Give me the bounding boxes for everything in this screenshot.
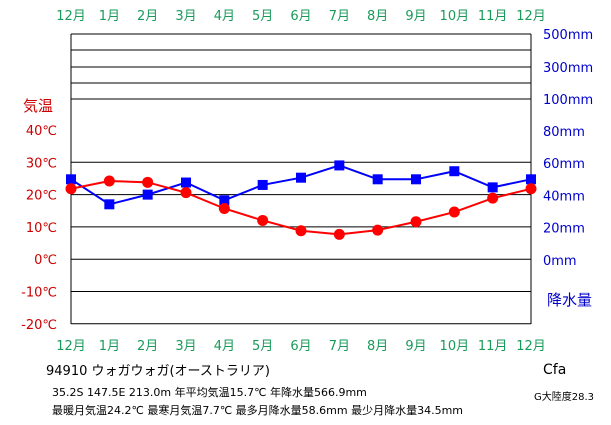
month-label-bottom: 12月 [56, 339, 86, 354]
precipitation-point [257, 179, 268, 190]
continentality-index: G大陸度28.3 [534, 392, 595, 403]
month-label-bottom: 11月 [478, 339, 508, 354]
month-label-top: 5月 [252, 9, 273, 24]
month-labels-bottom: 12月 1月 2月 3月 4月 5月 6月 7月 8月 9月 10月 11月 12月 [56, 339, 546, 354]
month-label-top: 9月 [405, 9, 426, 24]
temperature-tick-label: 0℃ [34, 253, 57, 268]
month-label-bottom: 7月 [329, 339, 350, 354]
month-label-bottom: 8月 [367, 339, 388, 354]
month-label-top: 12月 [56, 9, 86, 24]
month-label-top: 8月 [367, 9, 388, 24]
precipitation-point [372, 174, 383, 185]
precipitation-point [142, 189, 153, 200]
station-extremes: 最暖月気温24.2℃ 最寒月気温7.7℃ 最多月降水量58.6mm 最少月降水量… [52, 404, 464, 417]
month-labels-top: 12月 1月 2月 3月 4月 5月 6月 7月 8月 9月 10月 11月 12月 [56, 9, 546, 24]
temperature-tick-label: 20℃ [26, 189, 57, 204]
precipitation-tick-label: 100mm [543, 93, 593, 108]
temperature-point [180, 187, 192, 199]
temperature-tick-label: 40℃ [26, 124, 57, 139]
precipitation-tick-label: 40mm [543, 189, 585, 204]
temperature-tick-label: 10℃ [26, 221, 57, 236]
temperature-point [295, 225, 307, 237]
precipitation-series [66, 160, 536, 210]
month-label-bottom: 9月 [405, 339, 426, 354]
precipitation-tick-label: 20mm [543, 222, 585, 237]
month-label-bottom: 2月 [137, 339, 158, 354]
month-label-top: 3月 [175, 9, 196, 24]
temperature-point [257, 214, 269, 226]
temperature-tick-label: 30℃ [26, 156, 57, 171]
temperature-point [372, 224, 384, 236]
chart-frame [70, 33, 532, 325]
temperature-point [333, 228, 345, 240]
month-label-top: 7月 [329, 9, 350, 24]
precipitation-axis: 500mm 300mm 100mm 80mm 60mm 40mm 20mm 0mm 降水量 [543, 28, 593, 309]
month-label-bottom: 5月 [252, 339, 273, 354]
temperature-point [103, 175, 115, 187]
month-label-bottom: 4月 [214, 339, 235, 354]
station-name: 94910 ウォガウォガ(オーストラリア) [46, 364, 270, 379]
precipitation-line [70, 164, 532, 206]
precipitation-tick-label: 80mm [543, 125, 585, 140]
temperature-point [142, 176, 154, 188]
precipitation-point [449, 166, 460, 177]
month-label-bottom: 12月 [516, 339, 546, 354]
station-summary: 35.2S 147.5E 213.0m 年平均気温15.7℃ 年降水量566.9… [52, 386, 367, 399]
month-label-top: 6月 [290, 9, 311, 24]
temperature-axis-title: 気温 [23, 97, 53, 115]
temperature-tick-label: -10℃ [21, 286, 57, 301]
month-label-bottom: 10月 [440, 339, 470, 354]
precipitation-point [66, 174, 76, 185]
precipitation-tick-label: 300mm [543, 61, 593, 76]
precipitation-axis-title: 降水量 [547, 291, 592, 309]
month-label-top: 12月 [516, 9, 546, 24]
month-label-top: 11月 [478, 9, 508, 24]
precipitation-point [104, 199, 115, 210]
climate-class: Cfa [543, 362, 567, 378]
temperature-series [65, 175, 537, 240]
month-label-top: 4月 [214, 9, 235, 24]
month-label-bottom: 6月 [290, 339, 311, 354]
month-label-bottom: 3月 [175, 339, 196, 354]
precipitation-point [334, 160, 345, 171]
temperature-point [65, 183, 77, 195]
precipitation-point [296, 172, 306, 183]
temperature-axis: 気温 40℃ 30℃ 20℃ 10℃ 0℃ -10℃ -20℃ [21, 97, 57, 333]
temperature-point [487, 192, 499, 204]
precipitation-point [411, 174, 421, 185]
temperature-point [410, 216, 422, 228]
precipitation-tick-label: 60mm [543, 157, 585, 172]
precipitation-point [181, 177, 191, 188]
month-label-top: 2月 [137, 9, 158, 24]
month-label-top: 1月 [99, 9, 120, 24]
precipitation-point [219, 195, 230, 206]
precipitation-point [526, 174, 536, 185]
precipitation-point [487, 182, 498, 193]
temperature-tick-label: -20℃ [21, 318, 57, 333]
temperature-point [525, 183, 537, 195]
temperature-point [218, 202, 230, 214]
temperature-point [448, 206, 460, 218]
precipitation-tick-label: 0mm [543, 254, 577, 269]
precipitation-tick-label: 500mm [543, 28, 593, 43]
month-label-bottom: 1月 [99, 339, 120, 354]
month-label-top: 10月 [440, 9, 470, 24]
